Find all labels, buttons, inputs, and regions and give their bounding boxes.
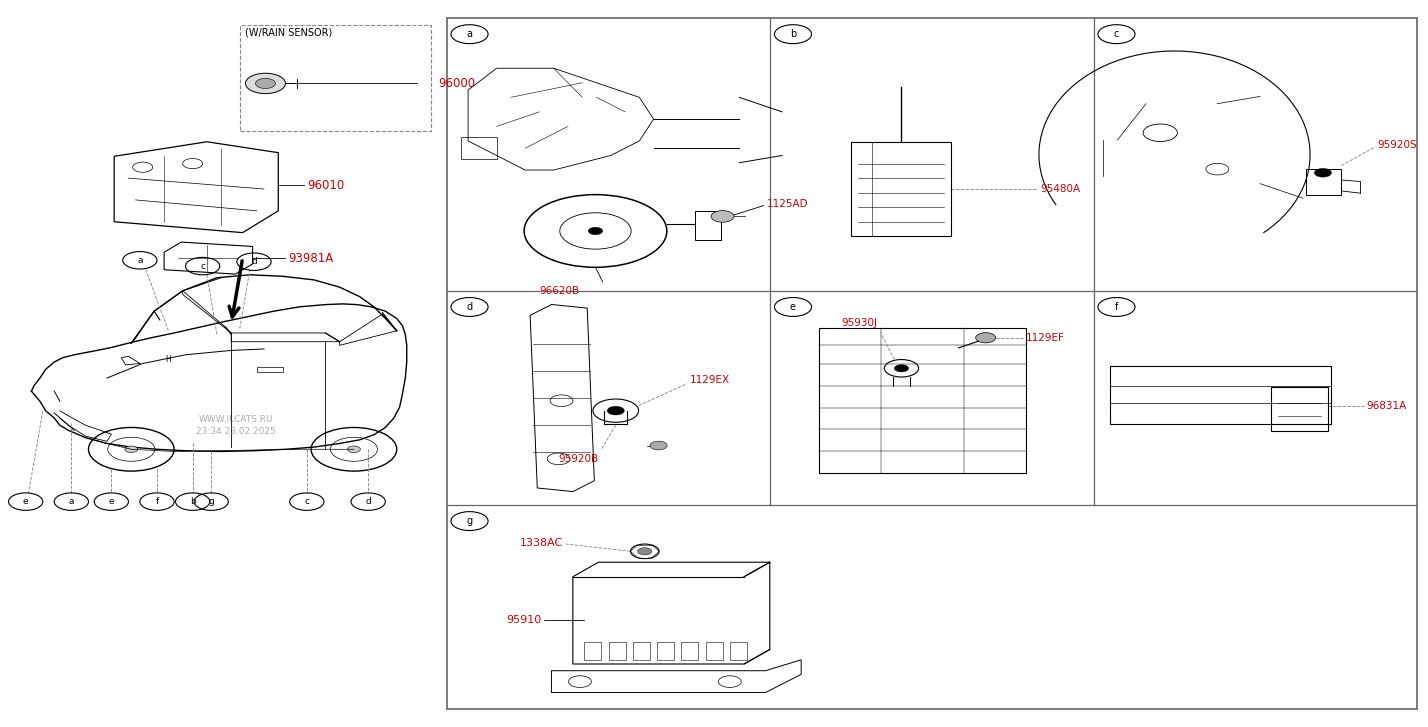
Circle shape bbox=[256, 79, 276, 89]
Bar bbox=[461, 137, 497, 159]
Bar bbox=[240, 25, 431, 131]
Bar bbox=[633, 642, 650, 660]
Text: 95480A: 95480A bbox=[1041, 184, 1081, 194]
Text: b: b bbox=[190, 497, 196, 506]
Text: c: c bbox=[304, 497, 310, 506]
Circle shape bbox=[347, 446, 360, 452]
Text: 96620B: 96620B bbox=[540, 286, 580, 296]
Text: 96010: 96010 bbox=[307, 179, 344, 192]
Circle shape bbox=[124, 446, 137, 452]
Text: f: f bbox=[1115, 302, 1118, 312]
Bar bbox=[1305, 169, 1341, 195]
Circle shape bbox=[588, 228, 603, 235]
Text: d: d bbox=[366, 497, 371, 506]
Text: g: g bbox=[467, 516, 473, 526]
Circle shape bbox=[975, 333, 995, 343]
Circle shape bbox=[650, 441, 667, 450]
Text: e: e bbox=[790, 302, 795, 312]
Text: 93981A: 93981A bbox=[288, 252, 334, 265]
Text: 1129EF: 1129EF bbox=[1025, 333, 1064, 342]
Bar bbox=[608, 642, 625, 660]
Bar bbox=[851, 142, 951, 236]
Bar bbox=[584, 642, 601, 660]
Circle shape bbox=[711, 211, 734, 222]
Bar bbox=[1110, 366, 1331, 424]
Text: H: H bbox=[166, 356, 171, 364]
Text: a: a bbox=[467, 29, 473, 39]
Text: c: c bbox=[1114, 29, 1120, 39]
Bar bbox=[657, 642, 674, 660]
Text: c: c bbox=[200, 262, 206, 270]
Bar bbox=[1271, 387, 1328, 431]
Bar bbox=[681, 642, 698, 660]
Text: (W/RAIN SENSOR): (W/RAIN SENSOR) bbox=[246, 28, 333, 38]
Circle shape bbox=[246, 73, 286, 94]
Text: 1129EX: 1129EX bbox=[690, 375, 730, 385]
Circle shape bbox=[894, 365, 908, 372]
Text: 95910: 95910 bbox=[506, 615, 541, 625]
Text: WWW.ILCATS.RU
23:34 23.02.2025: WWW.ILCATS.RU 23:34 23.02.2025 bbox=[196, 414, 276, 436]
Text: 1125AD: 1125AD bbox=[767, 199, 808, 209]
Text: b: b bbox=[790, 29, 797, 39]
Text: d: d bbox=[467, 302, 473, 312]
Text: 95920S: 95920S bbox=[1377, 140, 1417, 150]
Text: a: a bbox=[137, 256, 143, 265]
Bar bbox=[705, 642, 723, 660]
Text: a: a bbox=[69, 497, 74, 506]
Bar bbox=[695, 211, 721, 240]
Text: d: d bbox=[251, 257, 257, 266]
Text: f: f bbox=[156, 497, 159, 506]
Circle shape bbox=[607, 406, 624, 415]
Text: e: e bbox=[109, 497, 114, 506]
Bar bbox=[730, 642, 747, 660]
Text: 1338AC: 1338AC bbox=[520, 537, 564, 547]
Text: g: g bbox=[208, 497, 214, 506]
Circle shape bbox=[638, 547, 653, 555]
Circle shape bbox=[1314, 169, 1331, 177]
Text: 96000: 96000 bbox=[438, 77, 476, 90]
Bar bbox=[447, 18, 1417, 709]
Bar bbox=[257, 367, 283, 372]
Text: 95920B: 95920B bbox=[558, 454, 598, 464]
Text: 96831A: 96831A bbox=[1367, 401, 1407, 411]
Bar bbox=[818, 328, 1025, 473]
Text: e: e bbox=[23, 497, 29, 506]
Text: 95930J: 95930J bbox=[841, 318, 877, 328]
